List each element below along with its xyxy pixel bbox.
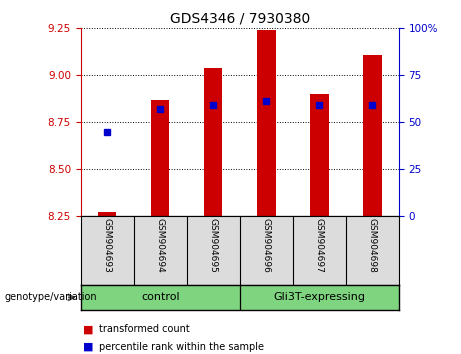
Bar (310, 94, 329, 216)
Text: GSM904694: GSM904694 (156, 218, 165, 273)
Bar (257, 30, 276, 216)
Text: GSM904697: GSM904697 (315, 218, 324, 273)
Text: genotype/variation: genotype/variation (5, 292, 97, 302)
Text: percentile rank within the sample: percentile rank within the sample (99, 342, 264, 352)
Text: transformed count: transformed count (99, 324, 190, 334)
Text: Gli3T-expressing: Gli3T-expressing (273, 292, 365, 302)
Text: control: control (141, 292, 179, 302)
Text: GSM904696: GSM904696 (262, 218, 271, 273)
Text: GSM904695: GSM904695 (209, 218, 218, 273)
Text: ■: ■ (83, 342, 94, 352)
Bar (98, 212, 117, 216)
Bar (151, 99, 170, 216)
Text: ■: ■ (83, 324, 94, 334)
Text: GSM904698: GSM904698 (368, 218, 377, 273)
Bar (204, 68, 223, 216)
Text: GSM904693: GSM904693 (103, 218, 112, 273)
Bar (363, 55, 382, 216)
Title: GDS4346 / 7930380: GDS4346 / 7930380 (170, 12, 310, 26)
